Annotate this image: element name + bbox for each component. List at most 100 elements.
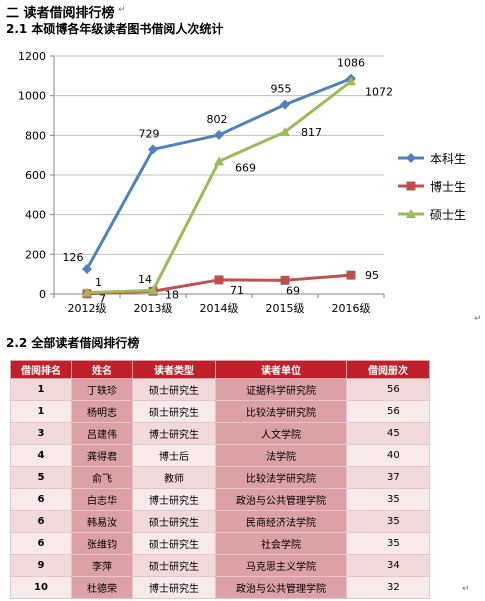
data-label: 1072 <box>365 85 393 98</box>
table-section-title: 2.2 全部读者借阅排行榜 <box>6 336 140 350</box>
data-label: 1086 <box>337 57 365 70</box>
table-row: 3 吕建伟 博士研究生 人文学院 45 <box>10 422 430 445</box>
series-line <box>85 77 352 270</box>
reader-unit-cell: 比较法学研究院 <box>215 400 347 423</box>
name-cell: 龚得君 <box>71 444 133 467</box>
data-label: 95 <box>365 269 379 282</box>
borrow-count-cell: 45 <box>346 422 430 445</box>
rank-cell: 10 <box>10 576 72 599</box>
reader-unit-cell: 政治与公共管理学院 <box>215 576 347 599</box>
table-row: 1 丁轶珍 硕士研究生 证据科学研究院 56 <box>10 378 430 401</box>
reader-type-cell: 硕士研究生 <box>132 400 216 423</box>
data-point <box>346 270 356 280</box>
x-tick-label: 2016级 <box>332 302 371 315</box>
name-cell: 杨明志 <box>71 400 133 423</box>
data-point <box>406 209 416 218</box>
y-tick-label: 400 <box>25 209 46 222</box>
data-label: 955 <box>271 83 292 96</box>
legend-label: 本科生 <box>430 152 466 166</box>
y-tick-label: 200 <box>25 248 46 261</box>
data-label: 14 <box>138 273 152 286</box>
name-cell: 杜德荣 <box>71 576 133 599</box>
data-label: 7 <box>99 293 106 306</box>
data-label: 69 <box>286 284 300 297</box>
table-row: 6 张维钧 硕士研究生 社会学院 35 <box>10 532 430 555</box>
ranking-table: 借阅排名 姓名 读者类型 读者单位 借阅册次 1 丁轶珍 硕士研究生 证据科学研究院 5… <box>10 360 430 599</box>
name-cell: 俞飞 <box>71 466 133 489</box>
borrow-count-cell: 37 <box>346 466 430 489</box>
paragraph-mark-icon: ↵ <box>462 584 470 594</box>
borrow-count-cell: 34 <box>346 554 430 577</box>
header-rank: 借阅排名 <box>10 360 72 379</box>
data-point <box>406 153 416 163</box>
borrowing-line-chart: 0 200 400 600 800 1000 1200 2012级 2013级 2014级 2015… <box>18 50 466 315</box>
data-point <box>280 275 290 285</box>
reader-type-cell: 硕士研究生 <box>132 378 216 401</box>
rank-cell: 5 <box>10 466 72 489</box>
y-tick-label: 800 <box>25 129 46 142</box>
reader-type-cell: 硕士研究生 <box>132 532 216 555</box>
borrow-count-cell: 35 <box>346 532 430 555</box>
y-tick-label: 0 <box>39 288 46 301</box>
reader-unit-cell: 马克思主义学院 <box>215 554 347 577</box>
table-row: 1 杨明志 硕士研究生 比较法学研究院 56 <box>10 400 430 423</box>
data-point <box>214 156 224 166</box>
x-tick-label: 2015级 <box>266 302 305 315</box>
reader-unit-cell: 民商经济法学院 <box>215 510 347 533</box>
rank-cell: 3 <box>10 422 72 445</box>
paragraph-mark-icon: ↵ <box>118 5 126 15</box>
header-name: 姓名 <box>71 360 133 379</box>
name-cell: 李萍 <box>71 554 133 577</box>
table-row: 5 俞飞 教师 比较法学研究院 37 <box>10 466 430 489</box>
reader-type-cell: 博士研究生 <box>132 576 216 599</box>
borrow-count-cell: 35 <box>346 510 430 533</box>
data-label: 817 <box>301 126 322 139</box>
name-cell: 韩易汝 <box>71 510 133 533</box>
reader-unit-cell: 政治与公共管理学院 <box>215 488 347 511</box>
reader-unit-cell: 比较法学研究院 <box>215 466 347 489</box>
data-point <box>406 181 416 191</box>
data-label: 18 <box>165 288 179 301</box>
borrow-count-cell: 32 <box>346 576 430 599</box>
reader-unit-cell: 法学院 <box>215 444 347 467</box>
reader-type-cell: 教师 <box>132 466 216 489</box>
borrow-count-cell: 56 <box>346 378 430 401</box>
borrow-count-cell: 40 <box>346 444 430 467</box>
borrow-count-cell: 56 <box>346 400 430 423</box>
rank-cell: 6 <box>10 488 72 511</box>
table-row: 6 白志华 博士研究生 政治与公共管理学院 35 <box>10 488 430 511</box>
data-point <box>82 287 92 297</box>
header-borrow-count: 借阅册次 <box>346 360 430 379</box>
rank-cell: 9 <box>10 554 72 577</box>
data-point <box>148 144 158 155</box>
data-label: 126 <box>63 251 84 264</box>
y-tick-label: 1000 <box>18 90 46 103</box>
x-tick-label: 2012级 <box>68 302 107 315</box>
name-cell: 吕建伟 <box>71 422 133 445</box>
x-tick-label: 2014级 <box>200 302 239 315</box>
chart-section-title: 2.1 本硕博各年级读者图书借阅人次统计 <box>6 22 224 36</box>
data-point <box>346 76 356 86</box>
section-title: 二 读者借阅排行榜 <box>6 6 115 21</box>
data-point <box>82 264 92 275</box>
reader-type-cell: 硕士研究生 <box>132 554 216 577</box>
data-label: 802 <box>207 113 228 126</box>
reader-type-cell: 博士研究生 <box>132 488 216 511</box>
table-row: 4 龚得君 博士后 法学院 40 <box>10 444 430 467</box>
y-tick-label: 1200 <box>18 50 46 63</box>
reader-unit-cell: 人文学院 <box>215 422 347 445</box>
reader-unit-cell: 社会学院 <box>215 532 347 555</box>
rank-cell: 1 <box>10 378 72 401</box>
reader-type-cell: 博士研究生 <box>132 422 216 445</box>
paragraph-mark-icon: ↵ <box>474 314 482 324</box>
header-reader-type: 读者类型 <box>132 360 216 379</box>
x-tick-label: 2013级 <box>134 302 173 315</box>
y-tick-label: 600 <box>25 169 46 182</box>
rank-cell: 6 <box>10 510 72 533</box>
data-label: 669 <box>235 161 256 174</box>
data-point <box>214 129 224 140</box>
data-label: 71 <box>230 284 244 297</box>
reader-type-cell: 硕士研究生 <box>132 510 216 533</box>
legend-label: 硕士生 <box>430 208 466 222</box>
rank-cell: 1 <box>10 400 72 423</box>
